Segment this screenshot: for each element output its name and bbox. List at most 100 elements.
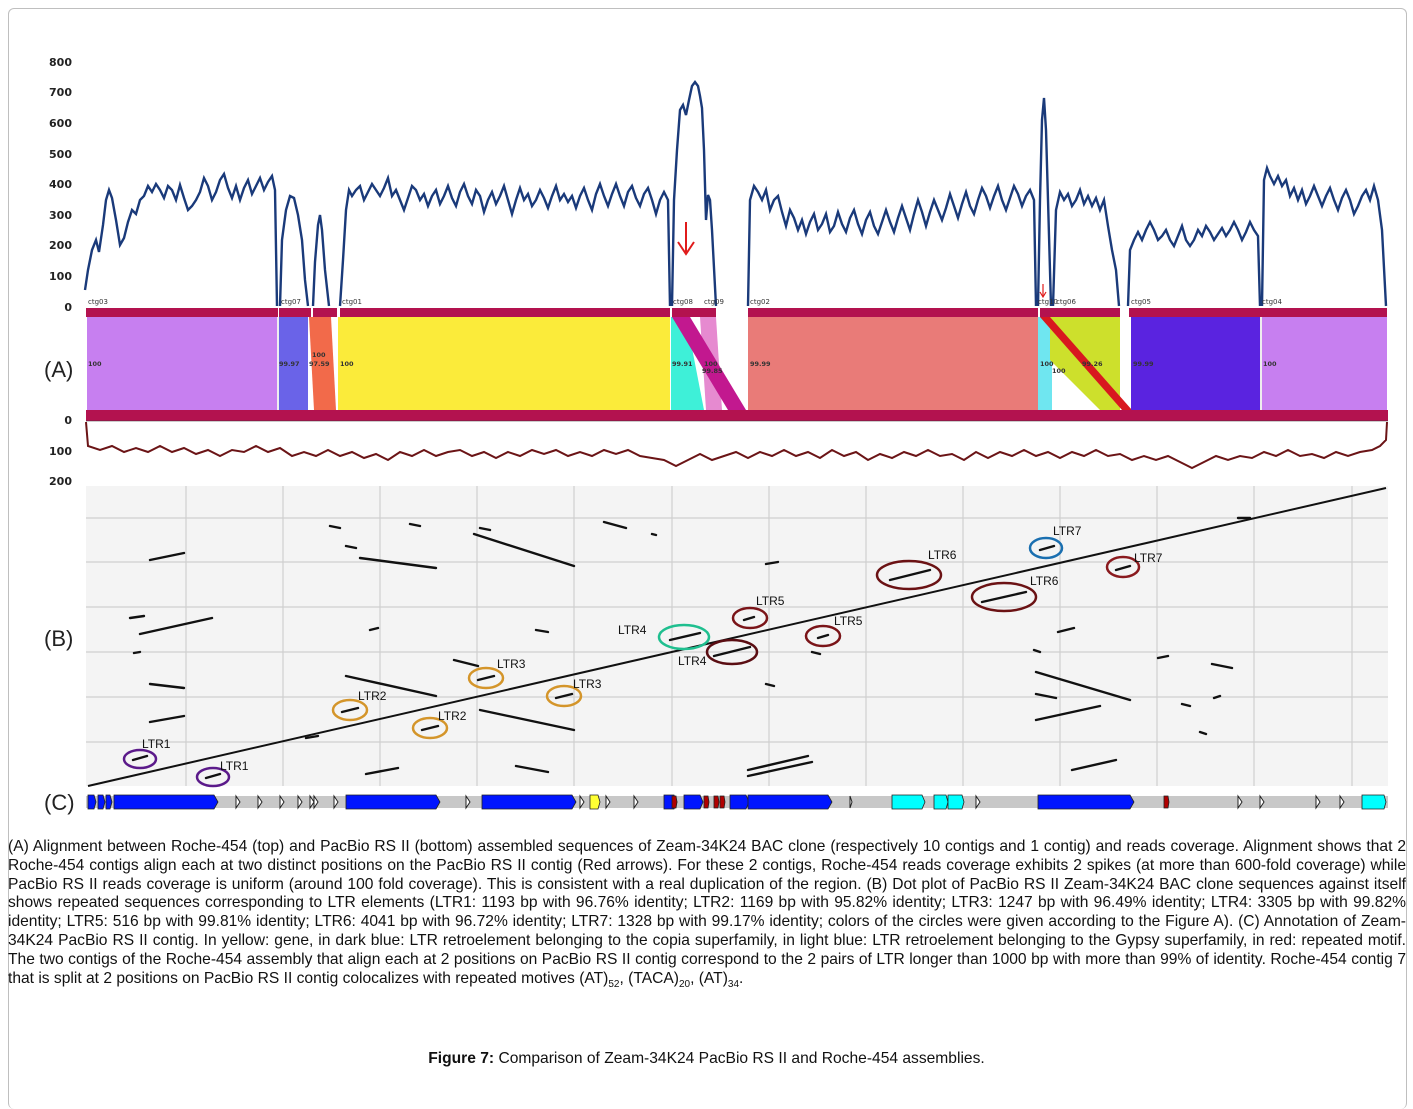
pacbio-contig-bar <box>86 410 1388 421</box>
dotplot-grid <box>86 486 1388 786</box>
identity-label: 99.26 <box>1082 360 1103 368</box>
ltr5-circle <box>804 624 842 648</box>
figure-title: Figure 7: Comparison of Zeam-34K24 PacBi… <box>0 1050 1413 1068</box>
contig-name: ctg10 <box>1038 298 1058 306</box>
annotation-track <box>86 794 1388 810</box>
coverage-tick: 300 <box>49 209 72 222</box>
coverage-tick: 500 <box>49 148 72 161</box>
coverage-axis: 0 100 200 300 400 500 600 700 800 <box>49 56 72 314</box>
coverage-tick: 800 <box>49 56 72 69</box>
ltr-label: LTR7 <box>1053 524 1082 538</box>
alignment-block <box>87 317 277 410</box>
contig-name: ctg08 <box>673 298 693 306</box>
caption-text-sep: , (AT) <box>690 969 728 987</box>
ltr7-circle <box>1028 536 1064 560</box>
ltr6-circle <box>875 559 943 591</box>
small-features <box>235 794 1345 810</box>
identity-label: 100 <box>88 360 102 368</box>
coverage-tick: 200 <box>49 239 72 252</box>
repeat-segments <box>128 516 1252 780</box>
identity-label: 99.85 <box>702 367 723 375</box>
ltr1-circle <box>122 748 158 770</box>
alignment-block <box>1038 317 1052 410</box>
identity-label: 100 <box>312 351 326 359</box>
figure-caption: (A) Alignment between Roche-454 (top) an… <box>8 838 1406 990</box>
contig-name: ctg05 <box>1131 298 1151 306</box>
identity-label: 100 <box>340 360 354 368</box>
ltr-labels: LTR1 LTR1 LTR2 LTR2 LTR3 LTR3 LTR4 LTR4 … <box>142 524 1163 773</box>
ltr-label: LTR2 <box>438 709 467 723</box>
lower-tick: 100 <box>49 445 72 458</box>
lower-coverage-axis: 0 100 200 <box>49 414 72 488</box>
alignment-blocks <box>87 317 1387 410</box>
ltr-label: LTR5 <box>834 614 863 628</box>
caption-text-sep: , (TACA) <box>619 969 679 987</box>
alignment-block <box>1131 317 1261 410</box>
ltr-label: LTR1 <box>220 759 249 773</box>
ltr-label: LTR2 <box>358 689 387 703</box>
ltr-label: LTR4 <box>678 654 707 668</box>
caption-subscript: 52 <box>608 978 620 990</box>
repeat-motifs <box>671 795 1170 809</box>
coverage-tick: 100 <box>49 270 72 283</box>
ltr7-circle <box>1105 555 1141 579</box>
contig-name: ctg06 <box>1056 298 1076 306</box>
contig-name: ctg01 <box>342 298 362 306</box>
ltr-label: LTR5 <box>756 594 785 608</box>
identity-label: 100 <box>1263 360 1277 368</box>
identity-label: 99.91 <box>672 360 693 368</box>
ltr-label: LTR7 <box>1134 551 1163 565</box>
caption-text: (A) Alignment between Roche-454 (top) an… <box>8 838 1406 987</box>
alignment-block <box>309 317 336 410</box>
contig-name: ctg07 <box>281 298 301 306</box>
lower-tick: 200 <box>49 475 72 488</box>
ltr-label: LTR3 <box>497 657 526 671</box>
figure-7: (A) (B) (C) 0 100 200 300 400 500 600 70… <box>44 56 1388 815</box>
ltr-label: LTR3 <box>573 677 602 691</box>
panel-label-a: (A) <box>44 357 73 382</box>
identity-label: 100 <box>704 360 718 368</box>
coverage-tick: 700 <box>49 86 72 99</box>
identity-label: 100 <box>1052 367 1066 375</box>
caption-subscript: 34 <box>727 978 740 990</box>
ltr3-circle <box>545 684 583 708</box>
ltr3-circle <box>467 666 505 690</box>
identity-label: 99.99 <box>750 360 771 368</box>
duplication-arrow <box>677 222 695 256</box>
contig-name: ctg04 <box>1262 298 1282 306</box>
coverage-tick: 0 <box>64 301 72 314</box>
gypsy-elements <box>891 794 1387 810</box>
figure-title-label: Figure 7: <box>428 1050 495 1067</box>
ltr1-circle <box>195 766 231 788</box>
dotplot-diagonal <box>87 487 1387 787</box>
duplication-arrow-small <box>1039 284 1047 299</box>
ltr-label: LTR6 <box>928 548 957 562</box>
ltr-circles <box>122 536 1141 788</box>
caption-text-end: . <box>739 969 744 987</box>
ltr2-circle <box>411 716 449 740</box>
figure-title-text: Comparison of Zeam-34K24 PacBio RS II an… <box>494 1050 985 1067</box>
ltr2-circle <box>331 698 369 722</box>
identity-labels: 100 99.97 100 97.59 100 99.91 100 99.85 … <box>88 351 1277 375</box>
coverage-tick: 400 <box>49 178 72 191</box>
lower-tick: 0 <box>64 414 72 427</box>
gene-elements <box>589 794 601 810</box>
ltr4-circle <box>657 623 711 651</box>
ltr4-circle <box>705 638 759 666</box>
alignment-block <box>672 317 746 410</box>
alignment-block <box>748 317 1038 410</box>
contig-names: ctg03 ctg07 ctg01 ctg08 ctg09 ctg02 ctg1… <box>88 298 1282 306</box>
contig-name: ctg03 <box>88 298 108 306</box>
alignment-block <box>671 317 704 410</box>
ltr-label: LTR4 <box>618 623 647 637</box>
roche-coverage-curve <box>83 80 1388 307</box>
panel-label-b: (B) <box>44 626 73 651</box>
alignment-block <box>1262 317 1387 410</box>
ltr-label: LTR1 <box>142 737 171 751</box>
pacbio-coverage-curve <box>85 421 1388 470</box>
identity-label: 99.99 <box>1133 360 1154 368</box>
panel-label-c: (C) <box>44 790 75 815</box>
caption-subscript: 20 <box>678 978 691 990</box>
alignment-block <box>279 317 308 410</box>
contig-name: ctg02 <box>750 298 770 306</box>
